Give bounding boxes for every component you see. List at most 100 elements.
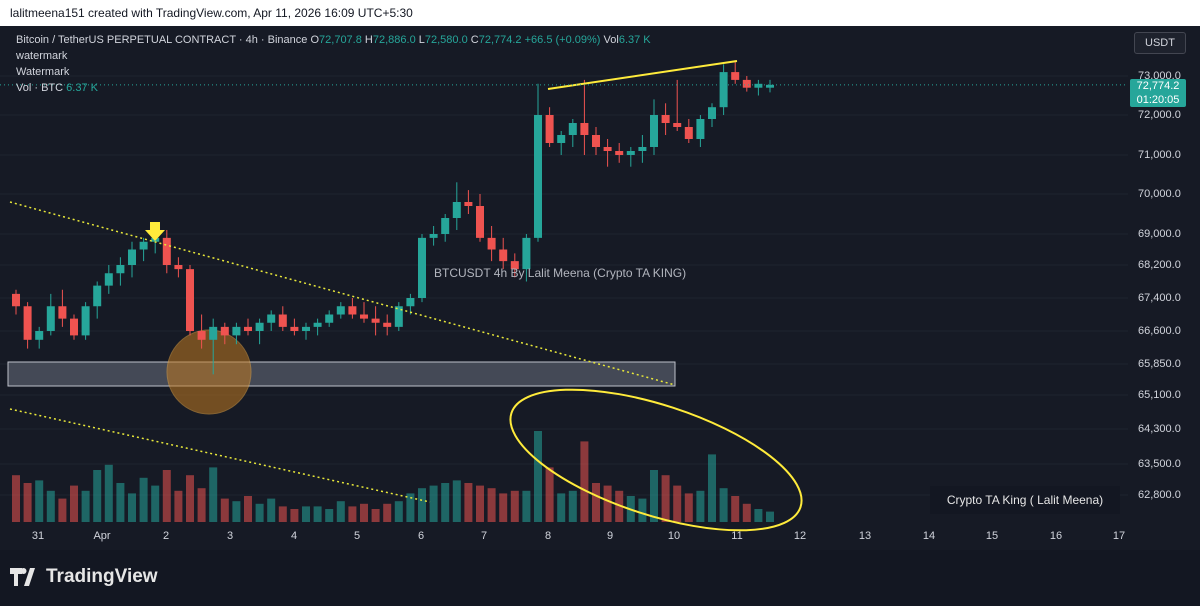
candle-body [406, 298, 415, 307]
volume-bar [302, 506, 310, 522]
symbol-legend: Bitcoin / TetherUS PERPETUAL CONTRACT · … [16, 32, 651, 96]
candle-body [116, 265, 125, 274]
candle-body [603, 147, 612, 151]
volume-bar [46, 490, 55, 522]
time-tick-label: 6 [417, 530, 425, 542]
price-tick-label: 70,000.0 [1138, 188, 1181, 200]
symbol-description[interactable]: Bitcoin / TetherUS PERPETUAL CONTRACT · … [16, 34, 308, 46]
candle-body [487, 237, 496, 250]
volume-bar [742, 503, 751, 522]
ohlc-high: 72,886.0 [372, 34, 416, 46]
volume-bar [186, 475, 194, 522]
candle-body [267, 314, 276, 323]
volume-bar [104, 464, 113, 522]
ohlc-low: 72,580.0 [424, 34, 468, 46]
candle-body [232, 326, 241, 336]
candle-body [534, 115, 542, 238]
ohlc-close: 72,774.2 [478, 34, 522, 46]
candle-body [128, 249, 136, 265]
candle-body [139, 241, 148, 250]
candle-body [464, 202, 473, 206]
volume-bar [499, 493, 508, 522]
candle-body [510, 261, 519, 270]
price-tick-label: 69,000.0 [1138, 228, 1181, 240]
volume-bar [313, 506, 322, 522]
volume-bar [325, 509, 334, 522]
candle-body [626, 151, 635, 155]
price-tick-label: 64,300.0 [1138, 423, 1181, 435]
legend-volume-row[interactable]: Vol · BTC 6.37 K [16, 80, 651, 96]
chart-pane[interactable] [0, 26, 1200, 550]
volume-bar [116, 483, 125, 522]
volume-bar [290, 509, 299, 522]
legend-line-watermark[interactable]: watermark [16, 50, 68, 62]
volume-bar [534, 431, 542, 522]
volume-bar [418, 488, 426, 522]
candle-body [58, 306, 67, 319]
candle-body [742, 79, 751, 88]
candle-body [186, 269, 194, 331]
volume-bar [371, 509, 380, 522]
time-tick-label: 2 [162, 530, 170, 542]
legend-line-watermark-2[interactable]: Watermark [16, 66, 70, 78]
volume-bar [684, 493, 693, 522]
volume-bar [487, 488, 496, 522]
ohlc-change: +66.5 (+0.09%) [524, 34, 601, 46]
volume-bar [603, 485, 612, 522]
candle-body [754, 83, 763, 88]
candle-body [302, 326, 310, 331]
volume-bar [429, 485, 438, 522]
ohlc-close-label: C [470, 34, 479, 46]
candle-body [104, 273, 113, 286]
candle-body [278, 314, 287, 327]
volume-bar [696, 490, 705, 522]
tradingview-logo[interactable]: TradingView [10, 566, 158, 588]
candle-body [580, 123, 589, 135]
volume-bar [522, 490, 531, 522]
time-tick-label: Apr [93, 530, 111, 542]
time-axis[interactable] [0, 524, 1128, 550]
volume-bar [464, 483, 473, 522]
volume-bar [580, 441, 589, 522]
volume-bar [197, 488, 206, 522]
volume-bar [557, 493, 566, 522]
price-tick-label: 65,100.0 [1138, 389, 1181, 401]
arrow-marker-head [145, 230, 165, 241]
price-tick-label: 65,850.0 [1138, 358, 1181, 370]
volume-bar [568, 490, 577, 522]
currency-button[interactable]: USDT [1134, 32, 1186, 54]
candle-body [383, 322, 392, 327]
candle-body [313, 322, 322, 327]
candle-body [162, 237, 171, 265]
candle-body [81, 306, 90, 336]
volume-bar [278, 506, 287, 522]
price-axis[interactable] [1128, 26, 1200, 550]
ohlc-open: 72,707.8 [319, 34, 362, 46]
arrow-marker-stem [150, 222, 160, 230]
time-tick-label: 9 [606, 530, 614, 542]
volume-bar [162, 470, 171, 522]
time-tick-label: 7 [480, 530, 488, 542]
footer [0, 550, 1200, 606]
ohlc-high-label: H [364, 34, 373, 46]
chart-watermark: BTCUSDT 4h By Lalit Meena (Crypto TA KIN… [434, 266, 687, 280]
candle-body [719, 72, 728, 108]
volume-ellipse [509, 388, 803, 532]
volume-bar [476, 485, 484, 522]
current-price-badge: 72,774.2 01:20:05 [1130, 79, 1186, 107]
volume-bar [220, 498, 229, 522]
volume-bar [452, 480, 461, 522]
time-tick-label: 10 [667, 530, 681, 542]
candle-body [93, 285, 102, 307]
time-tick-label: 5 [353, 530, 361, 542]
price-tick-label: 67,400.0 [1138, 292, 1181, 304]
candle-body [336, 306, 345, 315]
candle-body [70, 318, 78, 336]
candle-body [673, 123, 682, 127]
candle-body [696, 119, 705, 139]
candle-body [522, 237, 531, 270]
price-tick-label: 72,000.0 [1138, 109, 1181, 121]
candle-body [429, 234, 438, 238]
volume-bar [394, 501, 403, 522]
